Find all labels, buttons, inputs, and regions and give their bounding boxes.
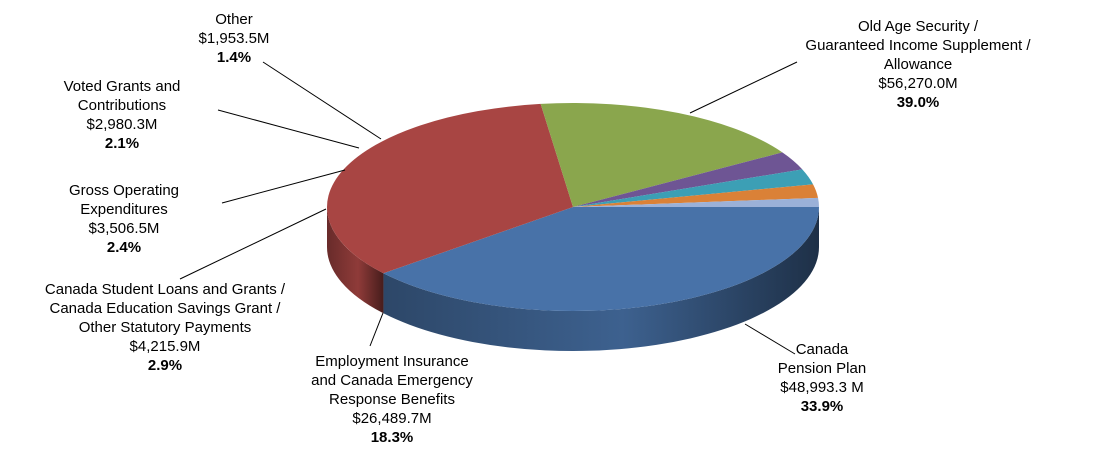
slice-label-amount: $1,953.5M	[199, 30, 270, 47]
slice-label-name-line: Voted Grants and	[64, 78, 181, 95]
slice-label-amount: $56,270.0M	[878, 75, 957, 92]
slice-label-amount: $3,506.5M	[89, 220, 160, 237]
slice-label-1: Canada Pension Plan $48,993.3 M 33.9%	[778, 341, 866, 415]
slice-label-amount: $26,489.7M	[352, 410, 431, 427]
slice-label-percent: 39.0%	[897, 94, 940, 111]
slice-label-name-line: Other	[215, 11, 253, 28]
slice-label-name-line: Other Statutory Payments	[79, 319, 252, 336]
slice-label-name-line: Pension Plan	[778, 360, 866, 377]
slice-side-0	[383, 207, 819, 351]
slice-label-name-line: Allowance	[884, 56, 952, 73]
slice-label-name-line: Employment Insurance	[315, 353, 468, 370]
slice-label-4: Gross Operating Expenditures $3,506.5M 2.4%	[69, 182, 179, 256]
slice-label-name-line: Gross Operating	[69, 182, 179, 199]
pie-side-layer	[327, 207, 819, 351]
slice-label-name-line: Canada	[796, 341, 849, 358]
leader-line-1	[744, 323, 796, 355]
slice-top-3	[573, 152, 803, 207]
slice-label-0: Old Age Security / Guaranteed Income Supp…	[805, 18, 1031, 111]
slice-label-name-line: Canada Student Loans and Grants /	[45, 281, 286, 298]
slice-label-amount: $48,993.3 M	[780, 379, 863, 396]
slice-side-1	[327, 207, 384, 314]
slice-label-name-line: Response Benefits	[329, 391, 455, 408]
slice-label-percent: 1.4%	[217, 49, 251, 66]
slice-label-name-line: Canada Education Savings Grant /	[50, 300, 282, 317]
leader-line-5	[217, 109, 360, 149]
slice-label-name-line: Old Age Security /	[858, 18, 979, 35]
slice-label-percent: 33.9%	[801, 398, 844, 415]
slice-top-5	[573, 184, 819, 207]
slice-label-name-line: Contributions	[78, 97, 166, 114]
slice-label-name-line: and Canada Emergency	[311, 372, 473, 389]
slice-top-1	[327, 103, 573, 274]
slice-top-2	[540, 103, 783, 207]
slice-label-amount: $4,215.9M	[130, 338, 201, 355]
leader-line-6	[262, 61, 382, 140]
leader-line-0	[689, 61, 798, 114]
slice-label-percent: 2.9%	[148, 357, 182, 374]
slice-label-amount: $2,980.3M	[87, 116, 158, 133]
slice-label-name-line: Guaranteed Income Supplement /	[805, 37, 1031, 54]
slice-label-name-line: Expenditures	[80, 201, 168, 218]
leader-line-3	[179, 208, 327, 280]
slice-top-0	[383, 207, 819, 311]
slice-top-6	[573, 197, 819, 207]
slice-labels: Old Age Security / Guaranteed Income Supp…	[45, 11, 1031, 446]
slice-label-percent: 2.4%	[107, 239, 141, 256]
leader-line-2	[369, 312, 384, 347]
leader-lines	[179, 61, 798, 355]
slice-label-6: Other $1,953.5M 1.4%	[199, 11, 270, 66]
slice-top-4	[573, 169, 814, 207]
leader-line-4	[221, 169, 346, 204]
slice-label-percent: 18.3%	[371, 429, 414, 446]
pie-top-layer	[327, 103, 819, 311]
slice-label-2: Employment Insurance and Canada Emergency…	[311, 353, 473, 446]
slice-label-3: Canada Student Loans and Grants / Canada …	[45, 281, 286, 374]
slice-label-percent: 2.1%	[105, 135, 139, 152]
slice-label-5: Voted Grants and Contributions $2,980.3M 2.…	[64, 78, 181, 152]
